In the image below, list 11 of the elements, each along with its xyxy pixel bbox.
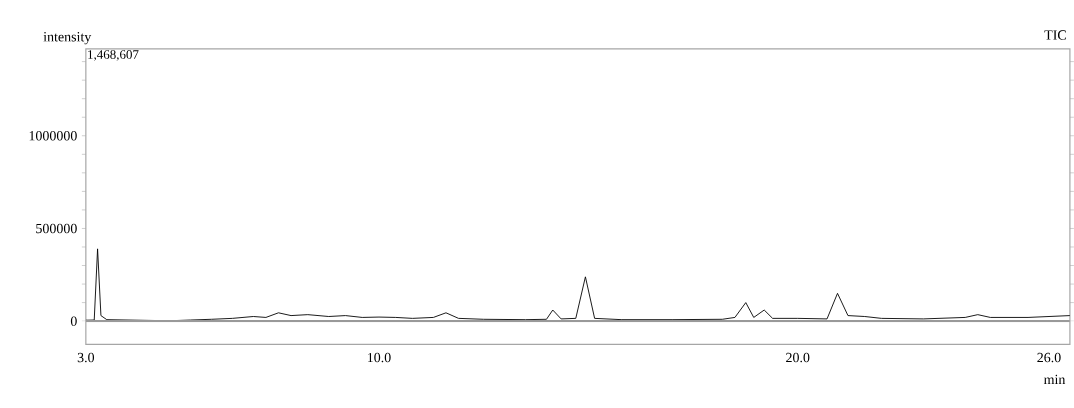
x-axis-title: min [1043,374,1066,384]
y-axis-title: intensity [43,32,92,45]
y-tick-label: 500000 [36,223,77,234]
x-tick-label: 26.0 [1037,352,1061,363]
chart-title: TIC [1044,30,1066,40]
x-tick-label: 10.0 [367,352,391,363]
x-tick-label: 3.0 [77,352,95,363]
annotation: 1,468,607 [88,50,139,61]
x-tick-label: 20.0 [786,352,810,363]
y-tick-label: 0 [70,316,77,326]
y-tick-label: 1000000 [29,130,77,141]
